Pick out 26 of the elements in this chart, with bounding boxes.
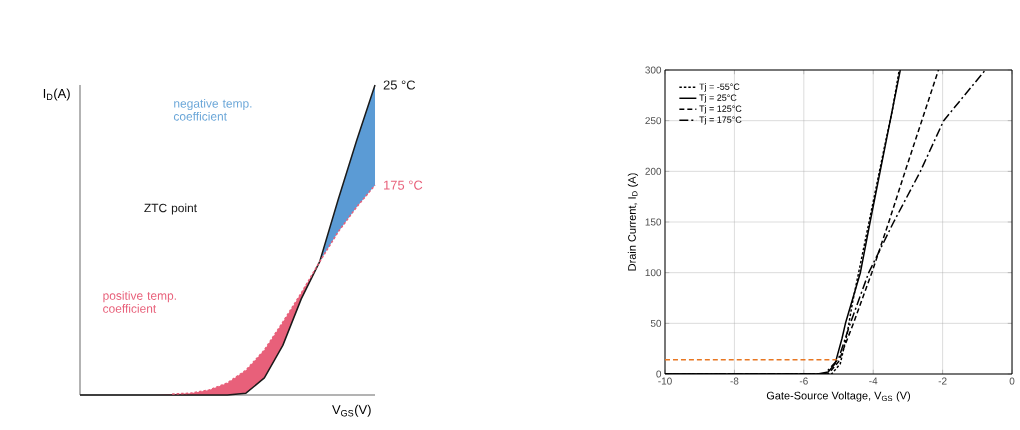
x-axis-title: Gate-Source Voltage, V$_{GS}$ (V) (766, 391, 911, 402)
annotation: negative temp. coefficient (173, 98, 252, 121)
legend-label: Tj = 125°C (699, 105, 742, 114)
x-tick-label: 0 (1009, 377, 1015, 385)
annotation: ZTC point (144, 203, 197, 215)
y-tick-label: 250 (645, 117, 662, 125)
y-axis-title: I$_{D}$(A) (43, 88, 70, 101)
x-tick-label: -10 (658, 377, 672, 385)
y-tick-label: 200 (645, 167, 662, 175)
y-tick-label: 50 (650, 319, 662, 327)
series-label: 175 °C (384, 180, 423, 190)
x-tick-label: -8 (730, 377, 739, 385)
legend-label: Tj = 175°C (699, 116, 742, 125)
y-tick-label: 150 (645, 218, 662, 226)
annotation: positive temp. coefficient (103, 291, 176, 313)
y-tick-label: 300 (645, 66, 662, 74)
legend-label: Tj = 25°C (699, 94, 737, 103)
legend-label: Tj = -55°C (699, 83, 740, 92)
x-axis-title: V$_{GS}$(V) (332, 404, 371, 417)
y-tick-label: 100 (645, 269, 662, 277)
x-tick-label: -4 (869, 377, 878, 385)
x-tick-label: -2 (938, 377, 947, 385)
x-tick-label: -6 (799, 377, 808, 385)
series-label: 25 °C (383, 80, 416, 90)
y-axis-title: Drain Current, I$_{D}$ (A) (627, 173, 639, 271)
y-tick-label: 0 (656, 370, 662, 378)
